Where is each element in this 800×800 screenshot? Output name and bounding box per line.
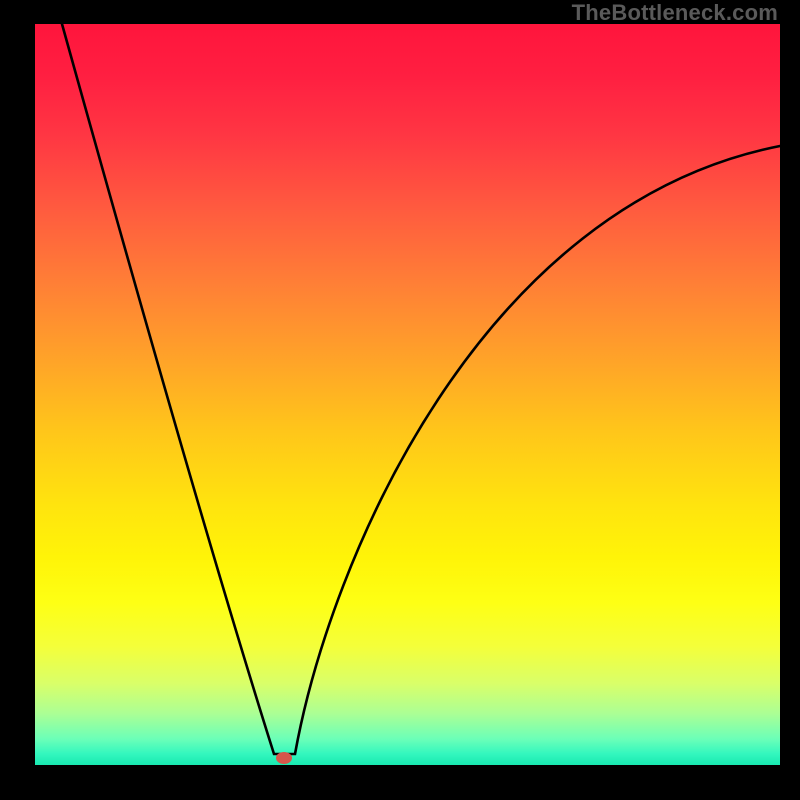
frame-right — [780, 0, 800, 800]
optimum-dot — [276, 752, 292, 764]
curve-path — [62, 24, 780, 754]
frame-bottom — [0, 765, 800, 800]
bottleneck-curve — [0, 0, 800, 800]
watermark-text: TheBottleneck.com — [572, 0, 778, 26]
frame-left — [0, 0, 35, 800]
